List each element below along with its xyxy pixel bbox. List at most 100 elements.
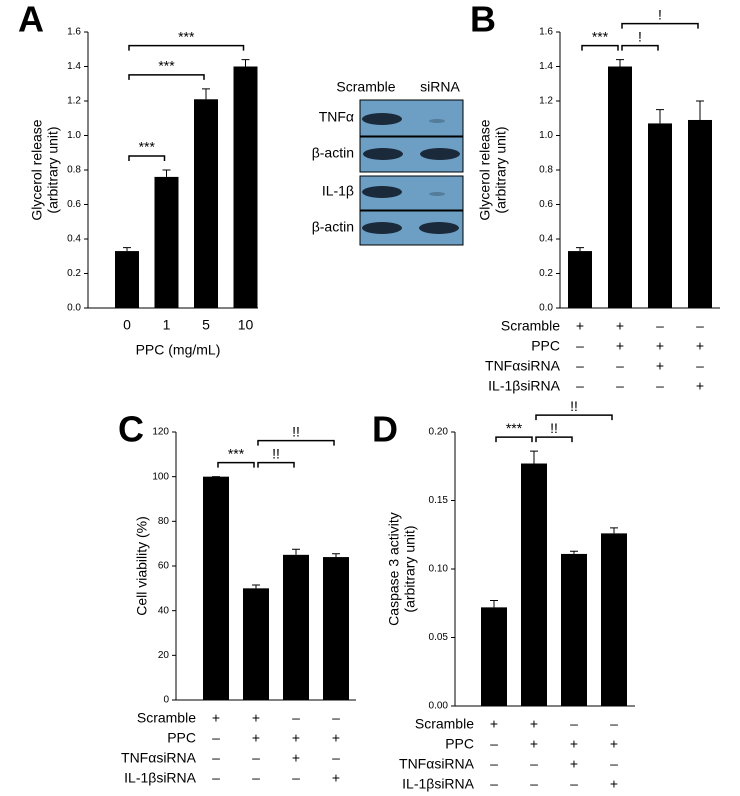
y-tick-label: 20 (158, 650, 170, 661)
significance-label: !! (272, 445, 280, 461)
y-tick-label: 0.00 (429, 701, 449, 712)
y-tick-label: 0.2 (67, 268, 81, 279)
error-bar (162, 169, 171, 177)
condition-sign: – (490, 756, 498, 772)
condition-sign: + (570, 756, 578, 772)
significance-bracket (257, 439, 335, 446)
y-tick-label: 120 (152, 427, 169, 438)
y-axis-label: (arbitrary unit) (45, 126, 61, 213)
condition-sign: – (576, 378, 584, 394)
condition-sign: + (530, 716, 538, 732)
error-bar (696, 100, 704, 120)
error-bar (123, 247, 131, 252)
condition-sign: + (292, 730, 300, 746)
significance-label: *** (139, 139, 156, 155)
blot-band (429, 192, 445, 196)
significance-bracket (257, 461, 295, 468)
error-bar (576, 247, 584, 252)
condition-sign: + (252, 730, 260, 746)
condition-sign: – (490, 736, 498, 752)
y-tick-label: 80 (158, 516, 170, 527)
y-tick-label: 0.0 (539, 303, 553, 314)
blot-band (362, 222, 402, 234)
y-tick-label: 1.0 (67, 130, 81, 141)
blot-row-label: IL-1β (322, 183, 354, 199)
significance-bracket (621, 22, 699, 29)
x-tick-label: 1 (163, 317, 171, 333)
significance-bracket (128, 155, 166, 161)
bar (608, 66, 632, 308)
error-bar (610, 527, 618, 534)
condition-label: IL-1βsiRNA (124, 770, 197, 786)
x-tick-label: 10 (238, 317, 254, 333)
y-axis-label: Glycerol release (29, 119, 45, 220)
condition-sign: – (292, 770, 300, 786)
condition-sign: – (610, 756, 618, 772)
bar (648, 123, 672, 308)
y-tick-label: 1.2 (539, 96, 553, 107)
condition-sign: + (292, 750, 300, 766)
bar (233, 66, 258, 308)
panel-label: D (372, 409, 398, 450)
y-axis-label: (arbitrary unit) (402, 525, 418, 612)
blot-band (363, 148, 403, 160)
y-tick-label: 1.6 (67, 27, 81, 38)
y-tick-label: 0.15 (429, 495, 449, 506)
condition-sign: – (332, 750, 340, 766)
significance-bracket (581, 44, 619, 51)
condition-sign: – (292, 710, 300, 726)
bar (115, 251, 139, 308)
condition-sign: + (252, 710, 260, 726)
condition-sign: – (696, 318, 704, 334)
blot-band (429, 119, 445, 123)
significance-bracket (495, 436, 533, 443)
condition-label: IL-1βsiRNA (402, 776, 475, 792)
condition-sign: – (656, 318, 664, 334)
blot-band (362, 113, 402, 125)
y-tick-label: 0.20 (429, 427, 449, 438)
error-bar (490, 600, 498, 608)
y-tick-label: 0.10 (429, 564, 449, 575)
significance-label: ! (658, 6, 662, 22)
significance-bracket (535, 414, 613, 421)
significance-bracket (217, 461, 255, 468)
y-tick-label: 100 (152, 471, 169, 482)
y-tick-label: 0.0 (67, 303, 81, 314)
bar (323, 557, 349, 700)
significance-label: !! (570, 398, 578, 414)
blot-column-label: siRNA (420, 79, 460, 95)
significance-label: *** (592, 28, 609, 44)
y-tick-label: 0.6 (539, 199, 553, 210)
condition-label: PPC (445, 736, 474, 752)
significance-label: *** (228, 445, 245, 461)
condition-sign: + (616, 338, 624, 354)
blot-band (420, 148, 460, 160)
condition-sign: – (332, 710, 340, 726)
significance-bracket (621, 44, 659, 51)
condition-label: IL-1βsiRNA (488, 378, 561, 394)
western-blot: Scramble siRNA TNFα β-actin IL-1β β-acti… (312, 79, 464, 246)
condition-sign: – (616, 378, 624, 394)
bar (561, 553, 587, 706)
condition-sign: + (616, 318, 624, 334)
error-bar (252, 584, 260, 589)
condition-sign: + (490, 716, 498, 732)
error-bar (202, 88, 210, 100)
blot-band (419, 222, 459, 234)
y-tick-label: 40 (158, 605, 170, 616)
condition-sign: + (610, 776, 618, 792)
condition-sign: + (212, 710, 220, 726)
error-bar (570, 550, 578, 554)
significance-label: ! (638, 28, 642, 44)
bar (154, 176, 179, 308)
y-tick-label: 1.0 (539, 130, 553, 141)
bar (601, 533, 627, 706)
x-tick-label: 0 (123, 317, 131, 333)
condition-sign: – (570, 716, 578, 732)
condition-sign: – (570, 776, 578, 792)
bar (521, 463, 547, 706)
condition-sign: – (696, 358, 704, 374)
condition-sign: – (212, 750, 220, 766)
blot-row-label: TNFα (319, 109, 354, 125)
error-bar (530, 450, 538, 464)
